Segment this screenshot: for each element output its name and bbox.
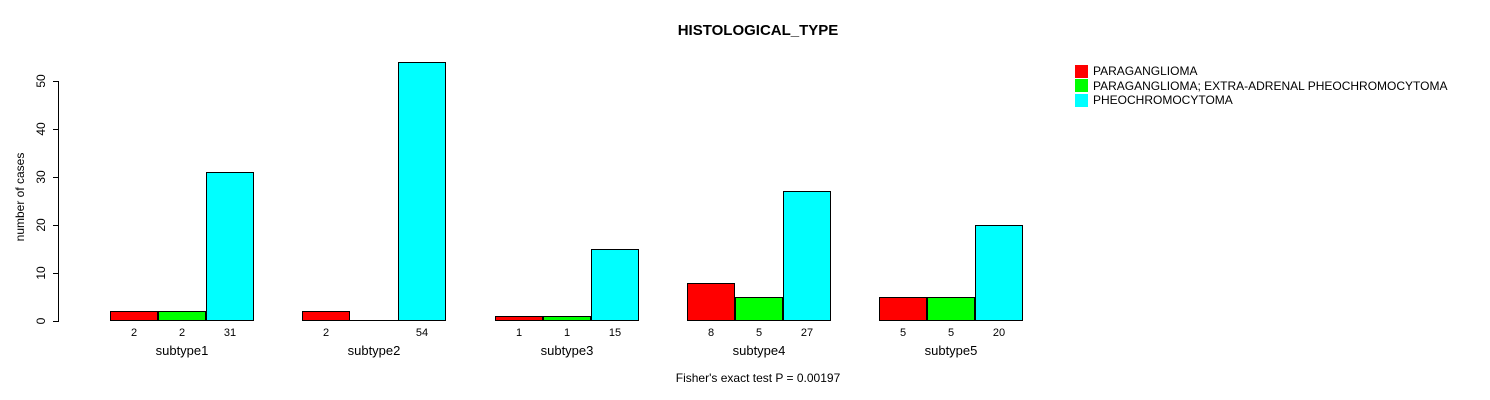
chart-title: HISTOLOGICAL_TYPE xyxy=(677,22,839,39)
y-tick-label: 30 xyxy=(34,170,48,184)
legend-swatch-paraganglioma xyxy=(1075,64,1088,78)
bar-subtype1-paraganglioma-extra-adrenal-pheochromocytoma xyxy=(158,311,206,321)
x-category-label-subtype1: subtype1 xyxy=(155,343,209,358)
bar-value-label: 15 xyxy=(608,327,622,339)
y-tick xyxy=(53,81,58,82)
bar-subtype3-paraganglioma-extra-adrenal-pheochromocytoma xyxy=(543,316,591,321)
legend-item-paraganglioma: PARAGANGLIOMA xyxy=(1075,64,1448,79)
y-tick-label: 40 xyxy=(34,122,48,136)
y-tick-label: 0 xyxy=(34,317,48,325)
y-tick xyxy=(53,225,58,226)
bar-value-label: 2 xyxy=(178,327,186,339)
legend-label: PARAGANGLIOMA; EXTRA-ADRENAL PHEOCHROMOC… xyxy=(1093,78,1448,93)
bar-subtype2-pheochromocytoma xyxy=(398,62,446,321)
legend-item-pheochromocytoma: PHEOCHROMOCYTOMA xyxy=(1075,93,1448,108)
bar-subtype5-paraganglioma-extra-adrenal-pheochromocytoma xyxy=(927,297,975,321)
bar-subtype1-pheochromocytoma xyxy=(206,172,254,321)
bar-value-label: 31 xyxy=(223,327,237,339)
y-tick xyxy=(53,273,58,274)
x-category-label-subtype3: subtype3 xyxy=(540,343,594,358)
fishers-test-annotation: Fisher's exact test P = 0.00197 xyxy=(675,371,841,385)
x-category-label-subtype4: subtype4 xyxy=(732,343,786,358)
y-axis-line xyxy=(58,81,59,322)
legend-swatch-pheochromocytoma xyxy=(1075,93,1088,107)
bar-subtype3-paraganglioma xyxy=(495,316,543,321)
legend-label: PARAGANGLIOMA xyxy=(1093,64,1198,79)
bar-subtype4-paraganglioma xyxy=(687,283,735,321)
y-axis-label: number of cases xyxy=(13,152,27,242)
x-category-label-subtype2: subtype2 xyxy=(347,343,401,358)
bar-subtype5-pheochromocytoma xyxy=(975,225,1023,321)
legend: PARAGANGLIOMA PARAGANGLIOMA; EXTRA-ADRENA… xyxy=(1075,64,1448,108)
y-tick xyxy=(53,177,58,178)
bar-value-label: 1 xyxy=(563,327,571,339)
bar-value-label: 20 xyxy=(992,327,1006,339)
bar-value-label: 54 xyxy=(415,327,429,339)
bar-value-label: 5 xyxy=(755,327,763,339)
bar-value-label: 5 xyxy=(947,327,955,339)
y-tick xyxy=(53,129,58,130)
bar-value-label: 27 xyxy=(800,327,814,339)
y-tick-label: 20 xyxy=(34,218,48,232)
legend-swatch-paraganglioma-extra-adrenal-pheochromocytoma xyxy=(1075,79,1088,93)
bar-value-label: 2 xyxy=(322,327,330,339)
bar-value-label: 8 xyxy=(707,327,715,339)
bar-subtype5-paraganglioma xyxy=(879,297,927,321)
bar-value-label: 2 xyxy=(130,327,138,339)
bar-value-label: 5 xyxy=(899,327,907,339)
bar-value-label: 1 xyxy=(515,327,523,339)
y-tick xyxy=(53,321,58,322)
legend-label: PHEOCHROMOCYTOMA xyxy=(1093,93,1233,108)
bar-subtype2-paraganglioma-extra-adrenal-pheochromocytoma xyxy=(350,320,398,321)
bar-subtype1-paraganglioma xyxy=(110,311,158,321)
x-category-label-subtype5: subtype5 xyxy=(924,343,978,358)
bar-subtype2-paraganglioma xyxy=(302,311,350,321)
y-tick-label: 50 xyxy=(34,74,48,88)
legend-item-paraganglioma-extra-adrenal-pheochromocytoma: PARAGANGLIOMA; EXTRA-ADRENAL PHEOCHROMOC… xyxy=(1075,79,1448,94)
bar-subtype4-paraganglioma-extra-adrenal-pheochromocytoma xyxy=(735,297,783,321)
bar-subtype4-pheochromocytoma xyxy=(783,191,831,321)
y-tick-label: 10 xyxy=(34,266,48,280)
bar-subtype3-pheochromocytoma xyxy=(591,249,639,321)
